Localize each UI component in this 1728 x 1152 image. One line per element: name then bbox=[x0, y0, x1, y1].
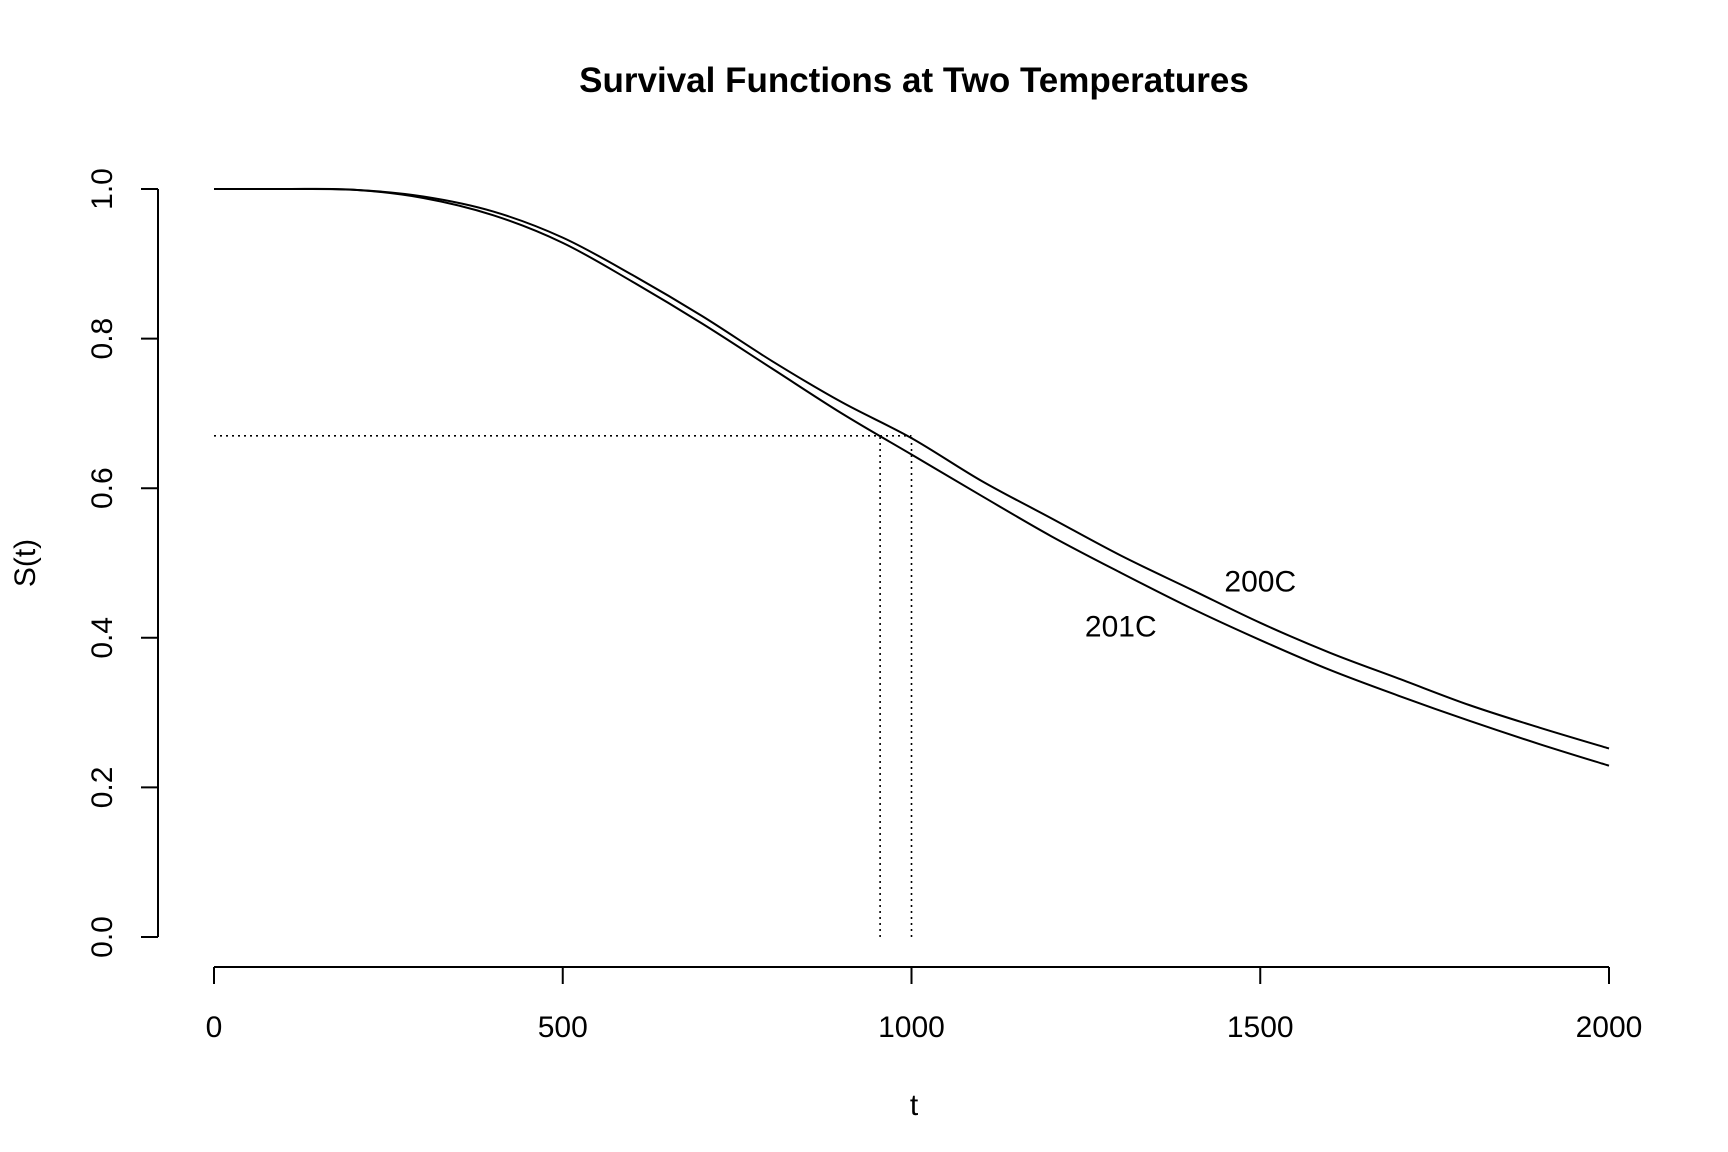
curve-label-201c: 201C bbox=[1085, 611, 1157, 644]
y-tick-label: 0.2 bbox=[86, 767, 119, 809]
series-line-200c bbox=[213, 187, 1610, 750]
reference-lines bbox=[214, 435, 913, 937]
x-tick-label: 1000 bbox=[878, 1011, 945, 1044]
x-tick-label: 0 bbox=[206, 1011, 223, 1044]
y-axis: 0.0 0.2 0.4 0.6 0.8 1.0 bbox=[86, 168, 159, 958]
x-tick-label: 1500 bbox=[1227, 1011, 1294, 1044]
x-tick-label: 500 bbox=[538, 1011, 588, 1044]
curve-labels: 200C 201C bbox=[1085, 566, 1296, 644]
y-tick-label: 0.6 bbox=[86, 467, 119, 509]
curve-label-200c: 200C bbox=[1224, 566, 1296, 599]
x-tick-label: 2000 bbox=[1576, 1011, 1643, 1044]
y-axis-label: S(t) bbox=[9, 539, 42, 587]
survival-curves bbox=[213, 187, 1610, 767]
x-axis: 0 500 1000 1500 2000 bbox=[206, 966, 1643, 1044]
y-tick-label: 0.4 bbox=[86, 617, 119, 659]
series-line-201c bbox=[213, 187, 1610, 767]
y-tick-label: 0.8 bbox=[86, 318, 119, 360]
y-tick-label: 1.0 bbox=[86, 168, 119, 210]
chart-title: Survival Functions at Two Temperatures bbox=[579, 61, 1249, 100]
x-axis-label: t bbox=[910, 1089, 919, 1122]
y-tick-label: 0.0 bbox=[86, 916, 119, 958]
